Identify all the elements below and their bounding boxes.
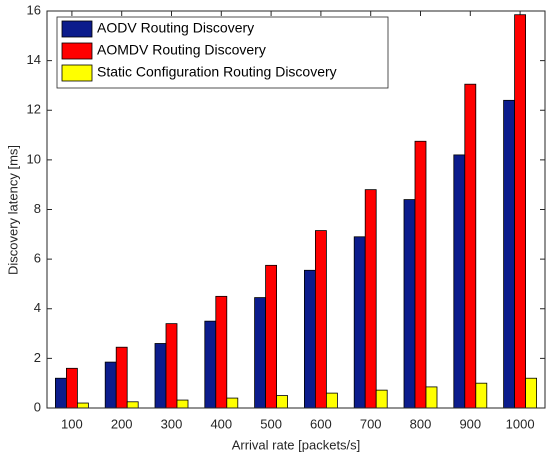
- y-tick-label: 2: [34, 350, 41, 365]
- bar: [375, 389, 388, 409]
- bar: [77, 402, 89, 409]
- y-tick-label: 10: [27, 151, 41, 166]
- y-tick-label: 0: [34, 399, 41, 414]
- bar: [66, 367, 78, 409]
- bar: [303, 269, 316, 409]
- y-tick-label: 12: [27, 102, 41, 117]
- legend-swatch: [61, 64, 93, 82]
- x-tick-label: 1000: [506, 416, 535, 431]
- y-tick-label: 4: [34, 300, 41, 315]
- bar: [176, 399, 189, 409]
- y-tick-label: 6: [34, 251, 41, 266]
- x-tick-label: 100: [61, 416, 83, 431]
- bar: [254, 297, 267, 409]
- bar: [525, 377, 537, 409]
- bar: [353, 236, 366, 409]
- bar: [226, 397, 239, 409]
- bar: [414, 140, 427, 409]
- x-tick-label: 400: [210, 416, 232, 431]
- bar: [265, 264, 278, 409]
- x-axis-label: Arrival rate [packets/s]: [232, 437, 361, 452]
- bar: [475, 382, 488, 409]
- bar: [514, 14, 526, 409]
- x-tick-label: 800: [410, 416, 432, 431]
- legend-box: [56, 16, 389, 89]
- x-tick-label: 500: [260, 416, 282, 431]
- legend-label: AOMDV Routing Discovery: [97, 42, 266, 58]
- x-tick-label: 200: [111, 416, 133, 431]
- bar: [314, 230, 327, 409]
- bar: [276, 395, 289, 409]
- y-tick-label: 14: [27, 52, 41, 67]
- plot-frame: [46, 10, 546, 409]
- bar: [126, 401, 139, 409]
- bar: [464, 83, 477, 409]
- y-tick-label: 8: [34, 201, 41, 216]
- x-tick-label: 700: [360, 416, 382, 431]
- bar: [215, 295, 228, 409]
- bar: [503, 99, 516, 409]
- bar: [425, 386, 438, 409]
- legend-swatch: [61, 42, 93, 60]
- legend-label: Static Configuration Routing Discovery: [97, 64, 337, 80]
- legend: AODV Routing Discovery AOMDV Routing Disc…: [56, 16, 389, 89]
- y-tick-label: 16: [27, 2, 41, 17]
- y-axis-label: Discovery latency [ms]: [5, 145, 20, 275]
- bar: [55, 377, 67, 409]
- bar: [364, 189, 377, 409]
- bar: [325, 392, 338, 409]
- bar: [104, 361, 117, 409]
- x-tick-label: 300: [161, 416, 183, 431]
- bar: [204, 320, 217, 409]
- x-tick-label: 900: [459, 416, 481, 431]
- bar: [115, 346, 128, 409]
- bar: [453, 154, 466, 409]
- x-tick-label: 600: [310, 416, 332, 431]
- legend-label: AODV Routing Discovery: [97, 20, 254, 36]
- bar: [403, 199, 416, 409]
- bar: [154, 343, 167, 409]
- legend-swatch: [61, 20, 93, 38]
- bar: [165, 323, 178, 409]
